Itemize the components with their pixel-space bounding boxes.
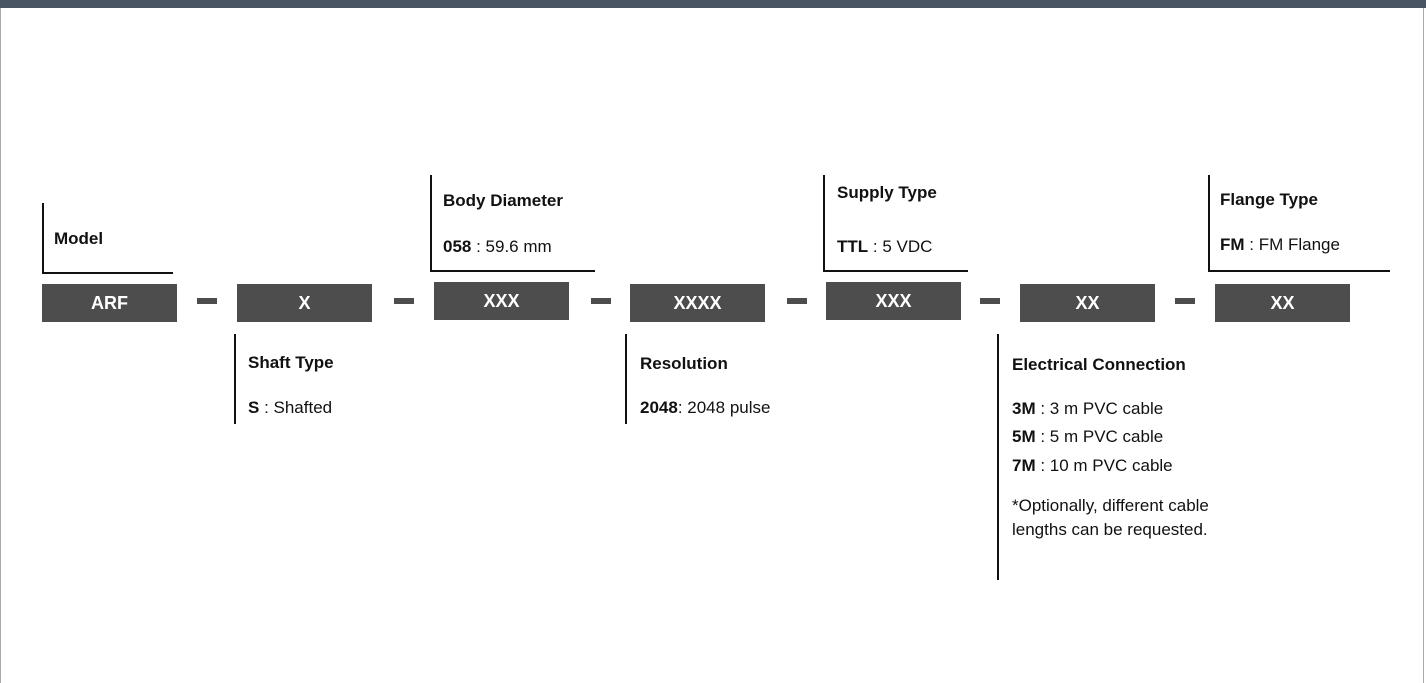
separator-dash (787, 298, 807, 304)
electrical-option-3m: 3M : 3 m PVC cable (1012, 399, 1164, 418)
shaft-type-title: Shaft Type (248, 353, 334, 372)
separator-dash (197, 298, 217, 304)
code-box-flange-type: XX (1215, 284, 1350, 322)
supply-type-option: TTL : 5 VDC (837, 237, 933, 256)
resolution-bracket (625, 334, 627, 424)
code-box-model: ARF (42, 284, 177, 322)
supply-type-bracket (823, 175, 968, 272)
supply-type-title: Supply Type (837, 183, 937, 202)
body-diameter-bracket (430, 175, 595, 272)
body-diameter-title: Body Diameter (443, 191, 563, 210)
code-box-shaft-type: X (237, 284, 372, 322)
flange-type-bracket (1208, 175, 1390, 272)
shaft-type-option: S : Shafted (248, 398, 333, 417)
top-bar (0, 0, 1426, 8)
shaft-type-bracket (234, 334, 236, 424)
model-bracket (42, 203, 173, 274)
resolution-title: Resolution (640, 354, 728, 373)
model-title: Model (54, 229, 104, 248)
flange-type-option: FM : FM Flange (1220, 235, 1340, 254)
electrical-option-7m: 7M : 10 m PVC cable (1012, 456, 1173, 475)
code-box-resolution: XXXX (630, 284, 765, 322)
separator-dash (394, 298, 414, 304)
separator-dash (1175, 298, 1195, 304)
resolution-option: 2048: 2048 pulse (640, 398, 771, 417)
code-box-body-diameter: XXX (434, 282, 569, 320)
electrical-connection-bracket (997, 334, 999, 580)
electrical-note: *Optionally, different cable lengths can… (1012, 496, 1209, 539)
separator-dash (980, 298, 1000, 304)
code-box-supply-type: XXX (826, 282, 961, 320)
electrical-connection-title: Electrical Connection (1012, 355, 1186, 374)
code-box-electrical-connection: XX (1020, 284, 1155, 322)
body-diameter-option: 058 : 59.6 mm (443, 237, 552, 256)
flange-type-title: Flange Type (1220, 190, 1318, 209)
separator-dash (591, 298, 611, 304)
electrical-option-5m: 5M : 5 m PVC cable (1012, 427, 1164, 446)
